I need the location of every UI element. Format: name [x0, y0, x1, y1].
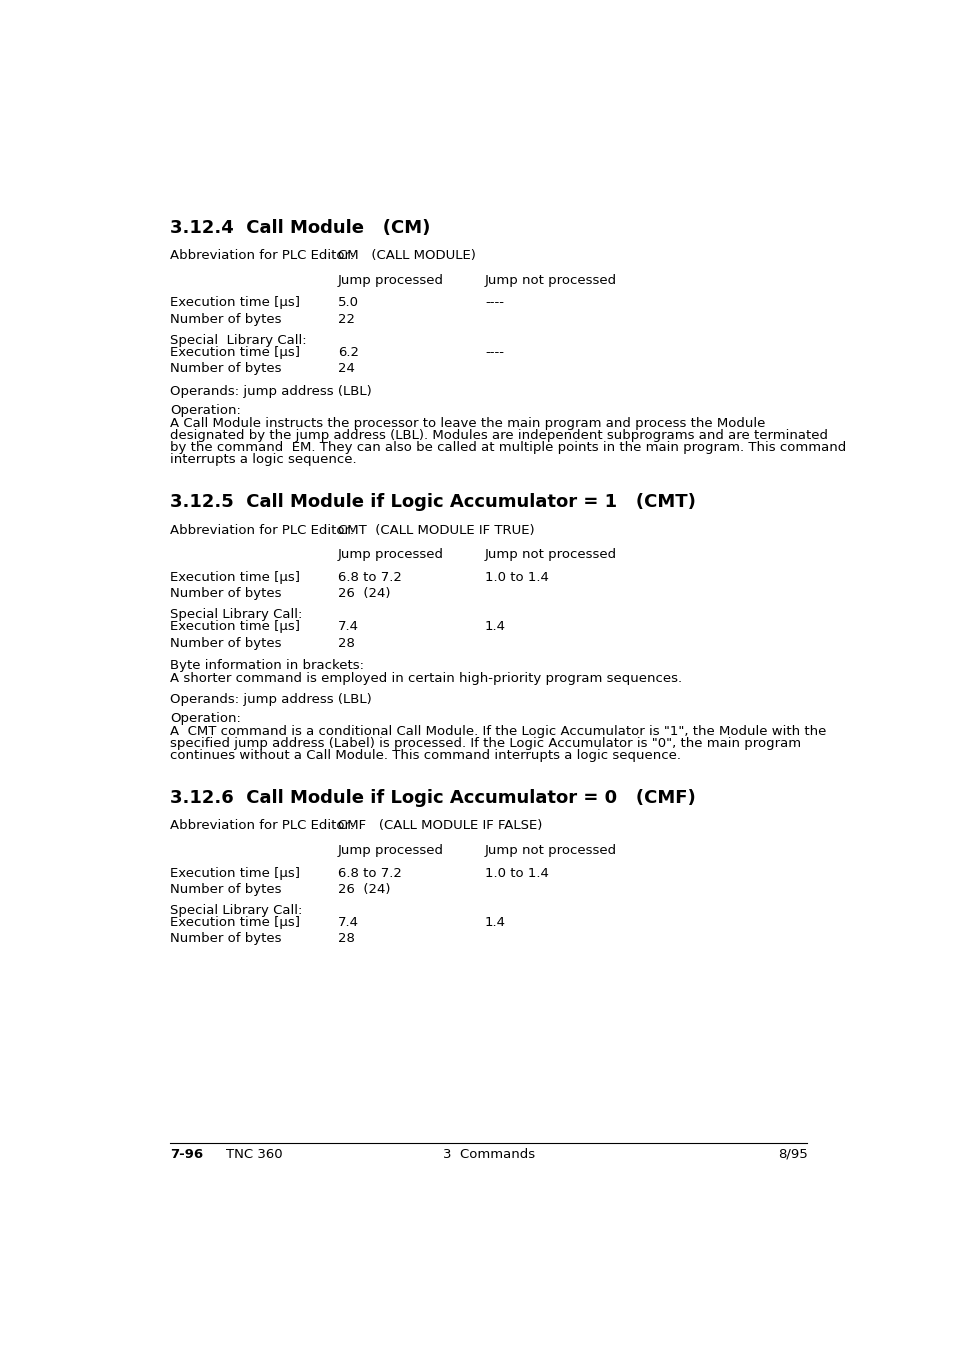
Text: CM   (CALL MODULE): CM (CALL MODULE) [337, 249, 476, 262]
Text: 7.4: 7.4 [337, 621, 358, 634]
Text: Execution time [µs]: Execution time [µs] [171, 346, 300, 359]
Text: Number of bytes: Number of bytes [171, 312, 281, 326]
Text: 6.8 to 7.2: 6.8 to 7.2 [337, 571, 401, 584]
Text: CMF   (CALL MODULE IF FALSE): CMF (CALL MODULE IF FALSE) [337, 820, 541, 832]
Text: interrupts a logic sequence.: interrupts a logic sequence. [171, 454, 356, 466]
Text: Operands: jump address (LBL): Operands: jump address (LBL) [171, 693, 372, 705]
Text: Number of bytes: Number of bytes [171, 587, 281, 600]
Text: Special Library Call:: Special Library Call: [171, 608, 302, 622]
Text: Number of bytes: Number of bytes [171, 933, 281, 945]
Text: Abbreviation for PLC Editor:: Abbreviation for PLC Editor: [171, 820, 355, 832]
Text: 3.12.6  Call Module if Logic Accumulator = 0   (CMF): 3.12.6 Call Module if Logic Accumulator … [171, 789, 696, 806]
Text: Operation:: Operation: [171, 404, 241, 417]
Text: Number of bytes: Number of bytes [171, 883, 281, 896]
Text: Execution time [µs]: Execution time [µs] [171, 296, 300, 310]
Text: Number of bytes: Number of bytes [171, 362, 281, 376]
Text: Jump not processed: Jump not processed [484, 548, 617, 561]
Text: designated by the jump address (LBL). Modules are independent subprograms and ar: designated by the jump address (LBL). Mo… [171, 429, 827, 441]
Text: A shorter command is employed in certain high-priority program sequences.: A shorter command is employed in certain… [171, 672, 681, 685]
Text: 7.4: 7.4 [337, 917, 358, 929]
Text: Jump not processed: Jump not processed [484, 273, 617, 287]
Text: specified jump address (Label) is processed. If the Logic Accumulator is "0", th: specified jump address (Label) is proces… [171, 736, 801, 750]
Text: Number of bytes: Number of bytes [171, 637, 281, 650]
Text: 5.0: 5.0 [337, 296, 358, 310]
Text: by the command  EM. They can also be called at multiple points in the main progr: by the command EM. They can also be call… [171, 441, 845, 454]
Text: A  CMT command is a conditional Call Module. If the Logic Accumulator is "1", th: A CMT command is a conditional Call Modu… [171, 724, 826, 738]
Text: 3.12.4  Call Module   (CM): 3.12.4 Call Module (CM) [171, 218, 431, 237]
Text: 3  Commands: 3 Commands [442, 1148, 535, 1160]
Text: Jump not processed: Jump not processed [484, 844, 617, 857]
Text: TNC 360: TNC 360 [226, 1148, 282, 1160]
Text: Jump processed: Jump processed [337, 844, 443, 857]
Text: 1.0 to 1.4: 1.0 to 1.4 [484, 571, 548, 584]
Text: CMT  (CALL MODULE IF TRUE): CMT (CALL MODULE IF TRUE) [337, 524, 534, 537]
Text: Special Library Call:: Special Library Call: [171, 905, 302, 917]
Text: 22: 22 [337, 312, 355, 326]
Text: Jump processed: Jump processed [337, 273, 443, 287]
Text: 1.4: 1.4 [484, 621, 505, 634]
Text: ----: ---- [484, 346, 503, 359]
Text: 7-96: 7-96 [171, 1148, 203, 1160]
Text: 3.12.5  Call Module if Logic Accumulator = 1   (CMT): 3.12.5 Call Module if Logic Accumulator … [171, 493, 696, 511]
Text: Execution time [µs]: Execution time [µs] [171, 867, 300, 880]
Text: A Call Module instructs the processor to leave the main program and process the : A Call Module instructs the processor to… [171, 417, 765, 429]
Text: 28: 28 [337, 933, 355, 945]
Text: 26  (24): 26 (24) [337, 883, 390, 896]
Text: Execution time [µs]: Execution time [µs] [171, 621, 300, 634]
Text: Byte information in brackets:: Byte information in brackets: [171, 660, 364, 673]
Text: 6.8 to 7.2: 6.8 to 7.2 [337, 867, 401, 880]
Text: 8/95: 8/95 [777, 1148, 806, 1160]
Text: Execution time [µs]: Execution time [µs] [171, 917, 300, 929]
Text: continues without a Call Module. This command interrupts a logic sequence.: continues without a Call Module. This co… [171, 748, 680, 762]
Text: 6.2: 6.2 [337, 346, 358, 359]
Text: 24: 24 [337, 362, 355, 376]
Text: 26  (24): 26 (24) [337, 587, 390, 600]
Text: 28: 28 [337, 637, 355, 650]
Text: Abbreviation for PLC Editor:: Abbreviation for PLC Editor: [171, 249, 355, 262]
Text: Operands: jump address (LBL): Operands: jump address (LBL) [171, 385, 372, 398]
Text: Jump processed: Jump processed [337, 548, 443, 561]
Text: Special  Library Call:: Special Library Call: [171, 334, 307, 347]
Text: 1.0 to 1.4: 1.0 to 1.4 [484, 867, 548, 880]
Text: Execution time [µs]: Execution time [µs] [171, 571, 300, 584]
Text: Abbreviation for PLC Editor:: Abbreviation for PLC Editor: [171, 524, 355, 537]
Text: ----: ---- [484, 296, 503, 310]
Text: Operation:: Operation: [171, 712, 241, 725]
Text: 1.4: 1.4 [484, 917, 505, 929]
